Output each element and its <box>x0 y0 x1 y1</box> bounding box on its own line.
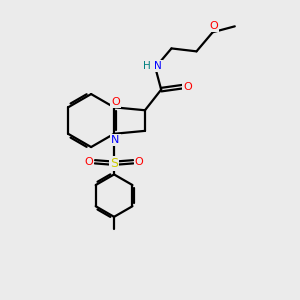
Text: O: O <box>183 82 192 92</box>
Text: N: N <box>154 61 162 71</box>
Text: O: O <box>85 157 93 167</box>
Text: H: H <box>143 61 151 71</box>
Text: O: O <box>135 157 143 167</box>
Text: O: O <box>210 21 218 31</box>
Text: S: S <box>110 157 118 170</box>
Text: N: N <box>111 135 120 145</box>
Text: O: O <box>111 97 120 107</box>
